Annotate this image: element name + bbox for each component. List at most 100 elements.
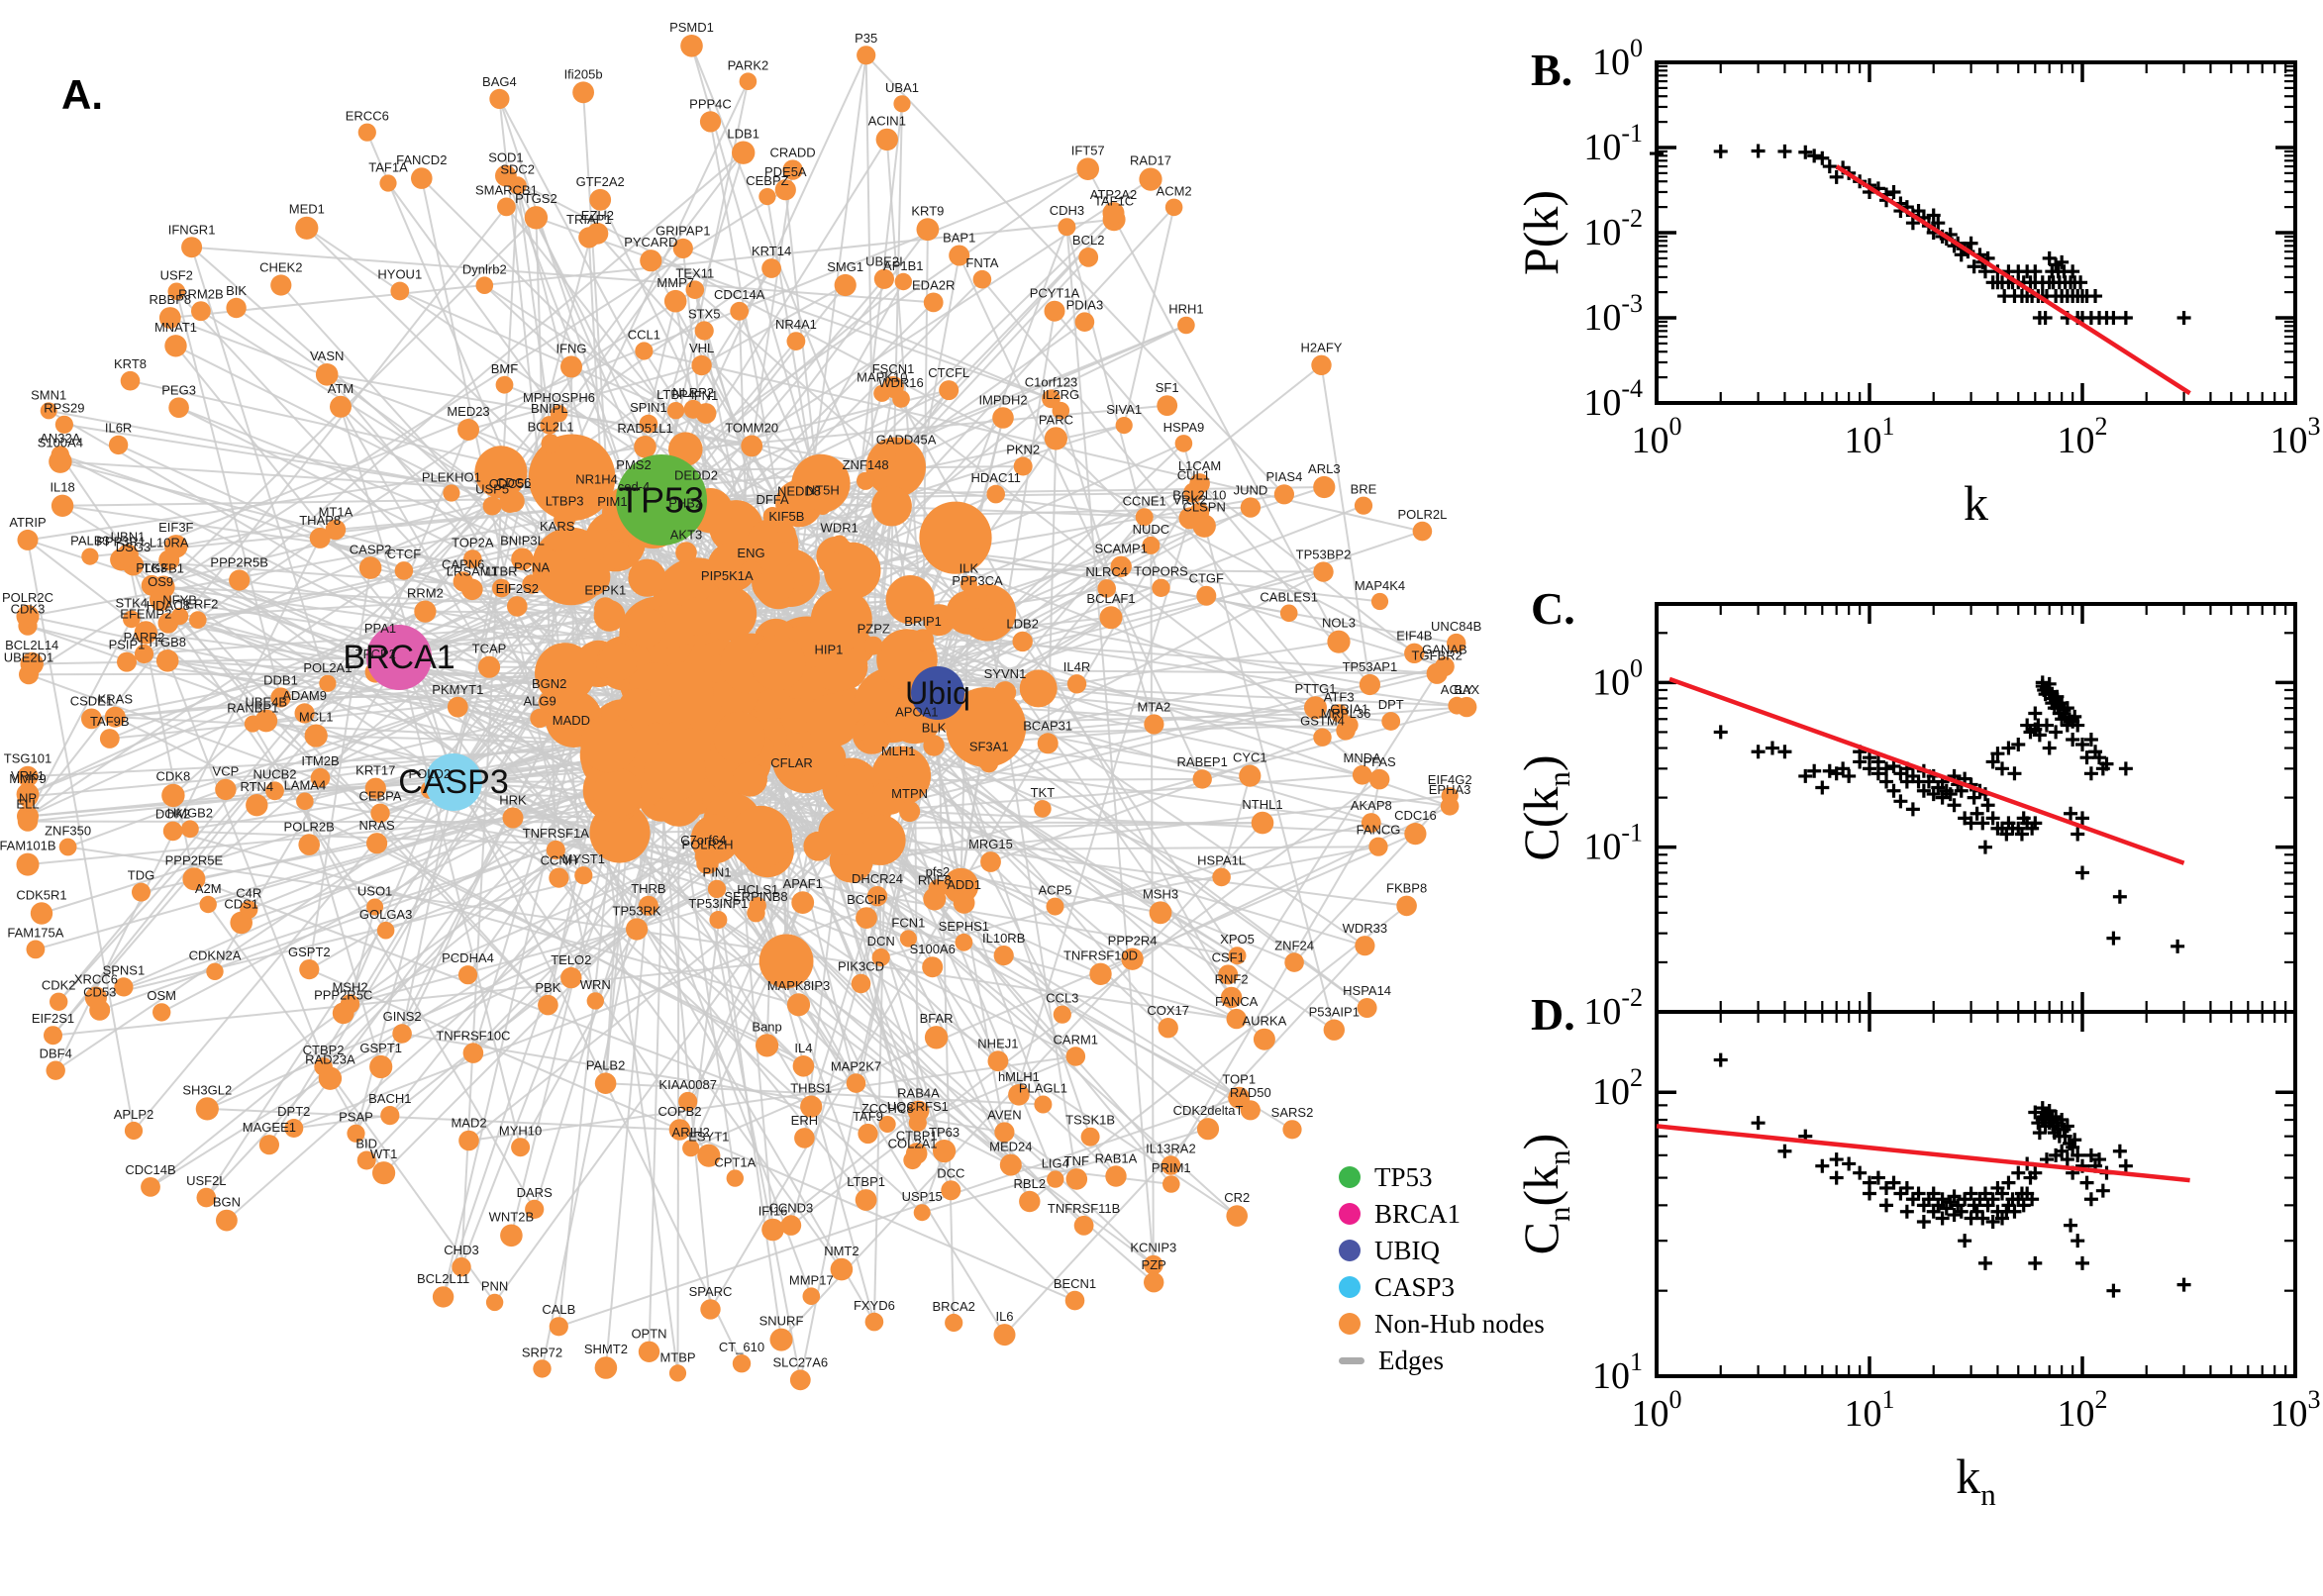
network-node: [871, 948, 890, 967]
network-node-label: KRAS: [98, 692, 134, 707]
network-node: [124, 1121, 144, 1141]
network-node: [366, 833, 388, 854]
network-legend: TP53 BRCA1 UBIQ CASP3 Non-Hub nodes Edges: [1339, 1162, 1545, 1375]
network-node: [780, 1215, 802, 1236]
network-node: [347, 1124, 365, 1143]
network-node: [782, 159, 803, 180]
network-node: [1066, 674, 1087, 694]
network-node-label: AVEN: [987, 1107, 1021, 1122]
network-node-label: HSPA9: [1163, 420, 1205, 435]
network-node: [158, 307, 181, 329]
network-node: [489, 88, 510, 109]
network-panel: TP53 BRCA1 CASP3 Ubiq C1orf123 HDAC11 PARC MT1A…: [0, 20, 1481, 1391]
network-node: [158, 549, 180, 571]
network-node-label: PEG3: [161, 382, 196, 397]
network-node: [1273, 484, 1294, 505]
network-node: [594, 1072, 617, 1094]
network-node-label: PZP: [1142, 1257, 1166, 1272]
network-node: [50, 446, 69, 464]
network-node: [475, 276, 494, 295]
network-node: [761, 1218, 784, 1242]
network-node-label: MYST1: [562, 851, 605, 866]
network-node: [485, 1293, 504, 1312]
network-node-label: L10RA: [150, 535, 189, 549]
network-node: [747, 904, 765, 923]
network-node: [392, 1024, 412, 1044]
network-node: [678, 1091, 698, 1112]
network-core-node: [872, 779, 908, 815]
network-node: [774, 179, 796, 201]
network-node-label: MNDA: [1344, 750, 1382, 765]
network-node: [1078, 248, 1099, 267]
network-node-label: SCAMP1: [1094, 542, 1147, 556]
network-node-label: MLH1: [881, 744, 916, 758]
network-node-label: PIN1: [703, 865, 732, 880]
network-node-label: Banp: [752, 1019, 781, 1034]
network-node-label: MRPL36: [1321, 706, 1371, 721]
network-node-label: HRK: [499, 793, 527, 808]
network-node-label: MED1: [289, 202, 325, 217]
network-node: [492, 578, 511, 598]
network-node: [1239, 764, 1262, 787]
network-node-label: ced-4: [618, 479, 651, 494]
network-node-label: IL6: [995, 1309, 1013, 1324]
network-node: [414, 600, 437, 623]
network-node-label: S100A4: [38, 436, 83, 450]
network-core-node: [571, 557, 611, 597]
network-node: [761, 258, 781, 278]
network-node-label: EIF4G2: [1428, 772, 1472, 787]
network-node-label: RAD17: [1130, 153, 1171, 168]
network-node: [20, 651, 44, 676]
network-node-label: BACH1: [368, 1091, 411, 1106]
network-node-label: PPP3CA: [952, 573, 1003, 588]
network-node-label: TOMM20: [725, 421, 778, 436]
x-tick-label: 102: [2058, 1385, 2108, 1435]
network-node-label: MMP9: [9, 771, 47, 786]
network-node-label: BNIPL: [531, 401, 568, 416]
network-node-label: BLK: [922, 720, 947, 735]
network-node-label: IL4: [794, 1041, 812, 1055]
network-node-label: TGFB1: [143, 561, 184, 576]
network-node-label: EIF2S1: [32, 1011, 74, 1026]
legend-label: TP53: [1374, 1161, 1433, 1192]
network-node: [546, 840, 565, 860]
network-node-label: KRT8: [114, 356, 147, 371]
network-node: [875, 128, 898, 151]
network-node-label: DEDD2: [674, 467, 718, 482]
network-node-label: CHEK2: [259, 259, 302, 274]
network-node-label: CFLAR: [770, 755, 813, 770]
network-node-label: CAPN6: [442, 556, 484, 571]
network-node-label: SIVA1: [1106, 402, 1142, 417]
hub-label-tp53: TP53: [619, 480, 704, 521]
network-node: [741, 435, 763, 457]
network-node-label: MAD2: [451, 1116, 486, 1131]
network-node: [215, 778, 237, 801]
network-node-label: KIF5B: [768, 509, 804, 524]
network-node: [226, 297, 247, 319]
network-node: [502, 490, 525, 513]
network-node-label: CD53: [83, 985, 116, 1000]
network-node: [922, 956, 944, 978]
network-node: [1196, 585, 1217, 606]
network-node-label: TSG101: [4, 751, 51, 766]
network-node: [979, 753, 999, 773]
network-node-label: CEBPA: [358, 789, 401, 804]
network-node: [864, 1312, 884, 1332]
network-node-label: CDC16: [1394, 808, 1437, 823]
plot-panel_c: 100 10-1 10-2 C(kn): [1515, 602, 2297, 1033]
network-node-label: Dynlrb2: [462, 261, 507, 276]
network-node: [117, 544, 139, 566]
network-node-label: MAPK10: [857, 370, 907, 385]
network-node: [123, 610, 141, 629]
network-core-node: [919, 501, 992, 574]
network-node-label: RAD51L1: [617, 421, 672, 436]
network-node: [1164, 198, 1183, 217]
network-node: [372, 1161, 396, 1185]
network-node: [586, 992, 604, 1010]
network-node: [17, 765, 39, 787]
network-node-label: FN1: [694, 388, 719, 403]
network-node-label: MAGEE1: [243, 1120, 296, 1135]
network-node-label: APOA1: [895, 704, 938, 719]
network-node-label: KCNIP3: [1130, 1241, 1176, 1255]
network-node-label: MAP2K7: [831, 1058, 881, 1073]
